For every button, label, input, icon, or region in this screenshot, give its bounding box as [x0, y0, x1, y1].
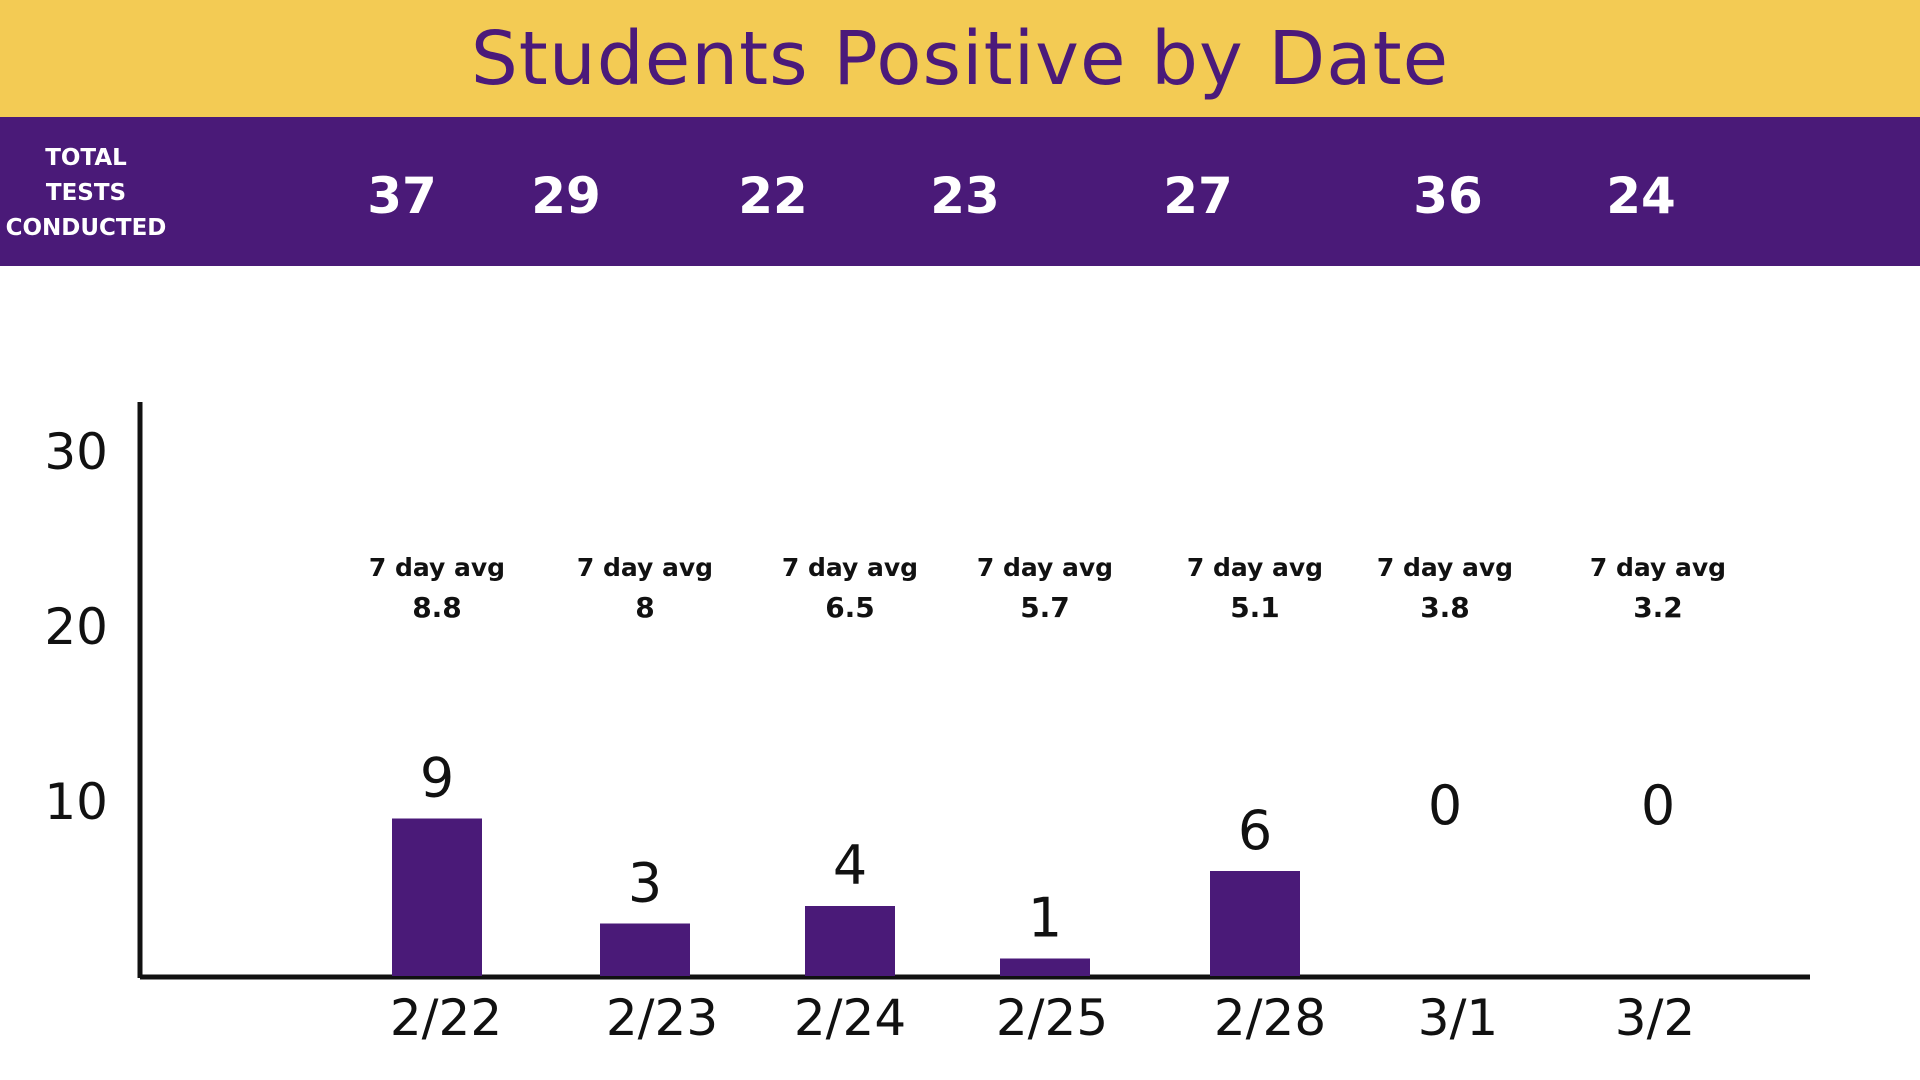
avg-value-label: 8	[635, 591, 654, 624]
total-tests-banner: TOTAL TESTS CONDUCTED 37 29 22 23 27 36 …	[0, 117, 1920, 266]
bar	[600, 923, 690, 976]
bar-value-labels: 9 3 4 1 6 0 0	[420, 747, 1675, 950]
bar-value-label: 1	[1028, 887, 1062, 950]
avg-value-label: 5.1	[1230, 591, 1280, 624]
chart-axes	[137, 402, 1810, 980]
x-tick-label: 3/2	[1615, 989, 1695, 1047]
y-tick-labels: 10 20 30	[44, 423, 108, 831]
bar-value-label: 0	[1641, 774, 1675, 837]
bar-value-label: 6	[1238, 799, 1272, 862]
avg-value-label: 5.7	[1020, 591, 1070, 624]
total-tests-value: 36	[1413, 167, 1483, 225]
avg-title-label: 7 day avg	[977, 553, 1113, 582]
bar-value-label: 9	[420, 747, 454, 810]
avg-value-label: 3.8	[1420, 591, 1470, 624]
avg-title-label: 7 day avg	[369, 553, 505, 582]
chart-title: Students Positive by Date	[470, 15, 1450, 102]
avg-title-label: 7 day avg	[1590, 553, 1726, 582]
avg-value-label: 8.8	[412, 591, 462, 624]
y-tick-label: 10	[44, 773, 108, 831]
bar-value-label: 3	[628, 852, 662, 915]
bar	[1210, 871, 1300, 976]
title-banner: Students Positive by Date	[0, 0, 1920, 117]
total-tests-value: 27	[1163, 167, 1233, 225]
x-tick-label: 2/24	[794, 989, 906, 1047]
total-tests-label-line: TESTS	[45, 180, 127, 206]
avg-value-label: 6.5	[825, 591, 875, 624]
bar-value-label: 0	[1428, 774, 1462, 837]
total-tests-value: 23	[930, 167, 1000, 225]
avg-title-label: 7 day avg	[1377, 553, 1513, 582]
avg-title-label: 7 day avg	[577, 553, 713, 582]
y-tick-label: 20	[44, 598, 108, 656]
x-tick-labels: 2/22 2/23 2/24 2/25 2/28 3/1 3/2	[390, 989, 1695, 1047]
total-tests-label-line: CONDUCTED	[5, 215, 167, 241]
bar	[805, 906, 895, 976]
total-tests-value: 24	[1606, 167, 1676, 225]
avg-title-label: 7 day avg	[782, 553, 918, 582]
y-tick-label: 30	[44, 423, 108, 481]
total-tests-value: 29	[531, 167, 601, 225]
total-tests-value: 22	[738, 167, 808, 225]
seven-day-average-annotations: 7 day avg 8.8 7 day avg 8 7 day avg 6.5 7 day …	[369, 553, 1726, 624]
x-tick-label: 2/23	[606, 989, 718, 1047]
bar-value-label: 4	[833, 834, 867, 897]
x-tick-label: 2/25	[996, 989, 1108, 1047]
x-tick-label: 2/28	[1214, 989, 1326, 1047]
bar	[392, 818, 482, 976]
bar-series	[392, 818, 1300, 976]
total-tests-label-line: TOTAL	[45, 145, 127, 171]
x-tick-label: 3/1	[1418, 989, 1498, 1047]
avg-value-label: 3.2	[1633, 591, 1683, 624]
bar	[1000, 958, 1090, 976]
avg-title-label: 7 day avg	[1187, 553, 1323, 582]
x-tick-label: 2/22	[390, 989, 502, 1047]
total-tests-label: TOTAL TESTS CONDUCTED	[0, 141, 172, 246]
total-tests-value: 37	[367, 167, 437, 225]
